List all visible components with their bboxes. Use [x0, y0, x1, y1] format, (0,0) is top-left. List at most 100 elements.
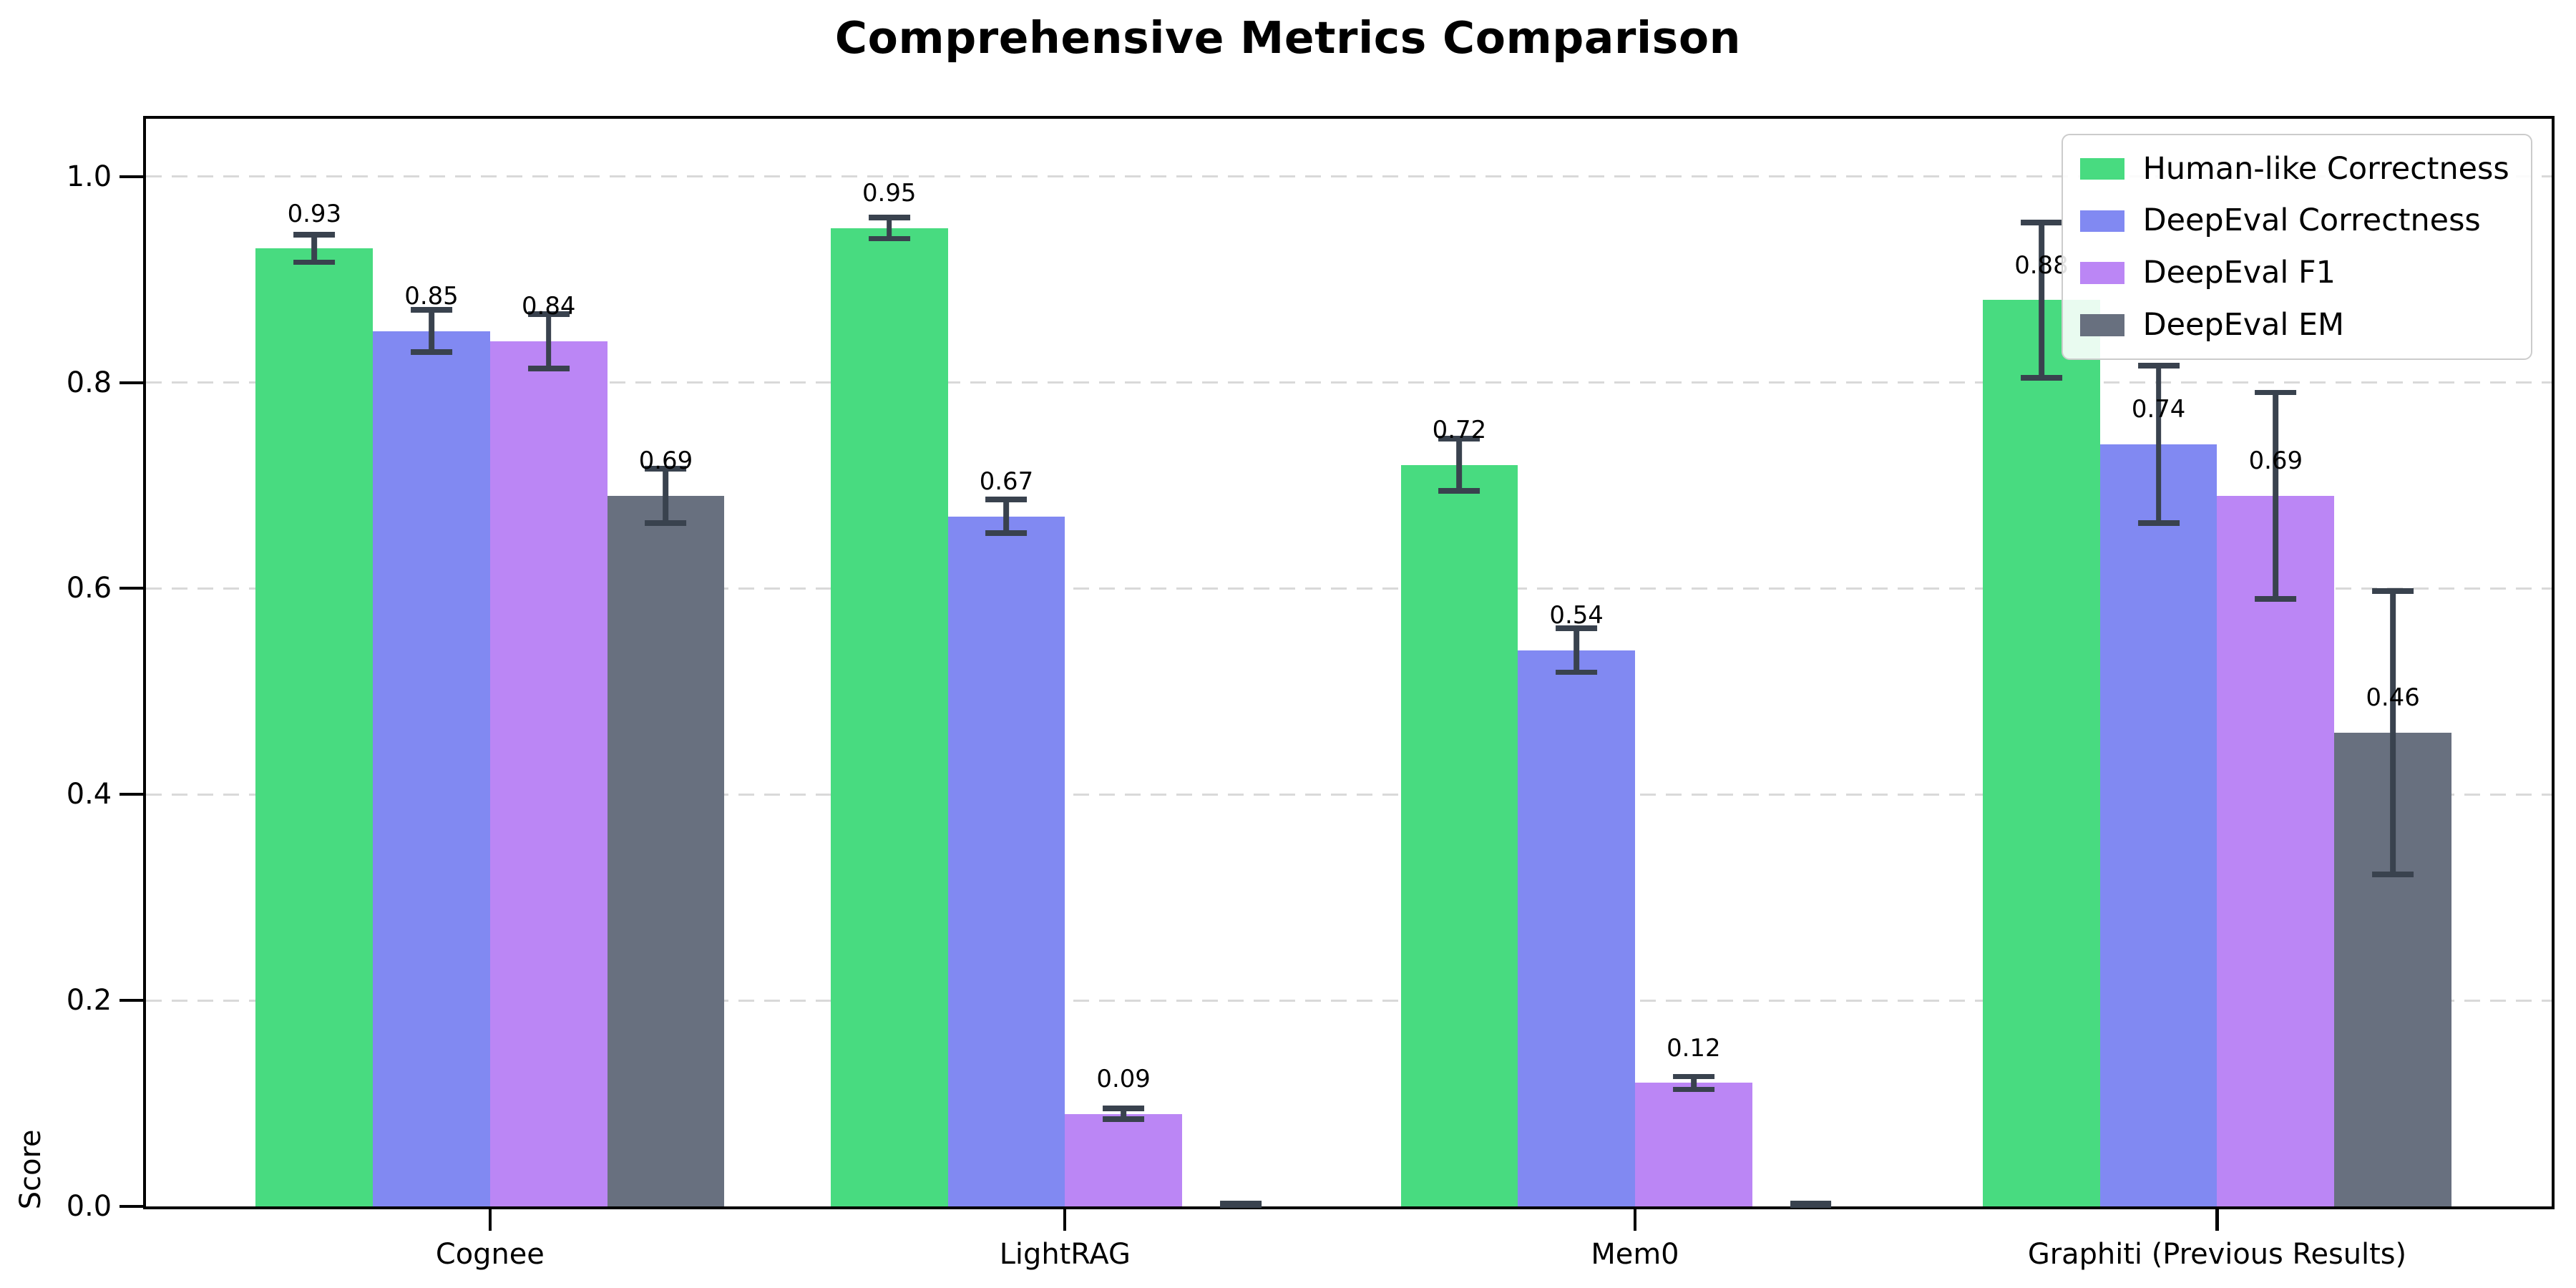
bar-value-label: 0.67: [979, 467, 1034, 496]
y-tick-label: 0.0: [66, 1190, 112, 1224]
bar: [373, 331, 490, 1207]
legend-item-label: DeepEval Correctness: [2142, 203, 2481, 239]
error-bar-cap-bottom: [1219, 1201, 1262, 1207]
error-bar-cap-bottom: [293, 259, 336, 265]
error-bar-cap-top: [2372, 588, 2414, 595]
error-bar-cap-bottom: [2020, 374, 2062, 381]
bar-value-label: 0.54: [1549, 601, 1604, 630]
gridline-1.0: [146, 175, 2552, 178]
bar: [830, 228, 948, 1207]
bar-value-label: 0.74: [2131, 395, 2186, 424]
error-bar-stem: [1690, 1073, 1697, 1093]
bar: [607, 495, 725, 1207]
bar-value-label: 0.84: [521, 292, 576, 321]
legend-item-label: DeepEval EM: [2142, 306, 2345, 343]
bar-value-label: 0.09: [1096, 1065, 1151, 1093]
error-bar: [1790, 1201, 1832, 1209]
error-bar-stem: [2390, 588, 2396, 877]
legend-item: DeepEval EM: [2080, 306, 2509, 343]
error-bar-cap-top: [2255, 389, 2297, 396]
error-bar-stem: [429, 307, 434, 355]
error-bar: [1103, 1106, 1145, 1123]
bar: [255, 248, 374, 1207]
error-bar-cap-bottom: [1438, 488, 1480, 494]
y-tick-label: 0.8: [66, 366, 112, 399]
y-tick-mark: [119, 793, 144, 796]
error-bar-stem: [2273, 389, 2279, 602]
error-bar: [868, 214, 910, 242]
error-bar: [985, 497, 1028, 537]
bar-value-label: 0.12: [1667, 1033, 1721, 1062]
legend-swatch-icon: [2080, 314, 2125, 336]
y-tick-mark: [119, 587, 144, 590]
error-bar-stem: [1456, 436, 1463, 494]
error-bar-cap-top: [1438, 436, 1480, 442]
error-bar-cap-top: [1556, 625, 1598, 632]
bar: [489, 341, 608, 1207]
error-bar-cap-top: [527, 311, 570, 318]
error-bar-stem: [545, 311, 552, 371]
bar: [1518, 650, 1635, 1207]
error-bar-stem: [2039, 220, 2044, 381]
error-bar-cap-bottom: [2137, 519, 2180, 526]
legend-item: Human-like Correctness: [2080, 151, 2509, 187]
error-bar: [1672, 1073, 1714, 1093]
legend-swatch-icon: [2080, 262, 2125, 284]
error-bar-cap-top: [645, 466, 687, 472]
error-bar-stem: [886, 214, 892, 242]
error-bar-cap-top: [293, 232, 336, 238]
error-bar-cap-top: [1103, 1106, 1145, 1111]
error-bar-cap-bottom: [1790, 1201, 1832, 1207]
bar: [1634, 1083, 1752, 1207]
y-tick-mark: [119, 1205, 144, 1209]
bar: [1983, 300, 2100, 1207]
error-bar-cap-bottom: [2372, 871, 2414, 877]
x-tick-mark: [1633, 1206, 1636, 1231]
error-bar-cap-top: [2137, 363, 2180, 369]
error-bar: [1438, 436, 1480, 494]
error-bar-cap-top: [411, 307, 452, 313]
bar: [2099, 444, 2218, 1207]
error-bar-cap-top: [985, 497, 1028, 503]
error-bar: [1556, 625, 1598, 675]
error-bar-cap-bottom: [985, 530, 1028, 537]
error-bar-cap-bottom: [411, 348, 452, 355]
bar-value-label: 0.69: [2248, 447, 2303, 475]
error-bar: [2255, 389, 2297, 602]
gridline-0.4: [146, 793, 2552, 796]
legend: Human-like Correctness DeepEval Correctne…: [2062, 134, 2532, 361]
y-tick-label: 0.6: [66, 572, 112, 605]
x-tick-mark: [488, 1206, 492, 1231]
error-bar: [1219, 1201, 1262, 1209]
error-bar-cap-bottom: [645, 519, 687, 526]
gridline-0.8: [146, 381, 2552, 384]
bar: [1400, 464, 1518, 1207]
y-tick-label: 1.0: [66, 160, 112, 193]
y-tick-label: 0.4: [66, 778, 112, 811]
error-bar-cap-bottom: [1556, 669, 1598, 675]
gridline-0.2: [146, 999, 2552, 1002]
legend-swatch-icon: [2080, 210, 2125, 233]
error-bar: [645, 466, 687, 526]
x-tick-label-2: LightRAG: [999, 1237, 1131, 1271]
bar: [1065, 1113, 1182, 1207]
y-tick-label: 0.2: [66, 984, 112, 1018]
error-bar-stem: [1003, 497, 1010, 537]
y-axis-label: Score: [14, 1129, 47, 1210]
bar: [947, 516, 1065, 1207]
error-bar-cap-bottom: [527, 365, 570, 371]
bar-value-label: 0.69: [638, 447, 693, 475]
error-bar: [2372, 588, 2414, 877]
error-bar-cap-bottom: [868, 235, 910, 242]
legend-swatch-icon: [2080, 157, 2125, 180]
chart-title: Comprehensive Metrics Comparison: [834, 11, 1742, 64]
error-bar-stem: [2155, 363, 2162, 526]
bar-value-label: 0.46: [2366, 683, 2420, 712]
gridline-0.6: [146, 587, 2552, 590]
error-bar: [2137, 363, 2180, 526]
legend-item-label: DeepEval F1: [2142, 254, 2336, 291]
bar-value-label: 0.95: [862, 179, 917, 208]
bar-value-label: 0.88: [2014, 250, 2069, 279]
error-bar-cap-bottom: [1672, 1086, 1714, 1093]
